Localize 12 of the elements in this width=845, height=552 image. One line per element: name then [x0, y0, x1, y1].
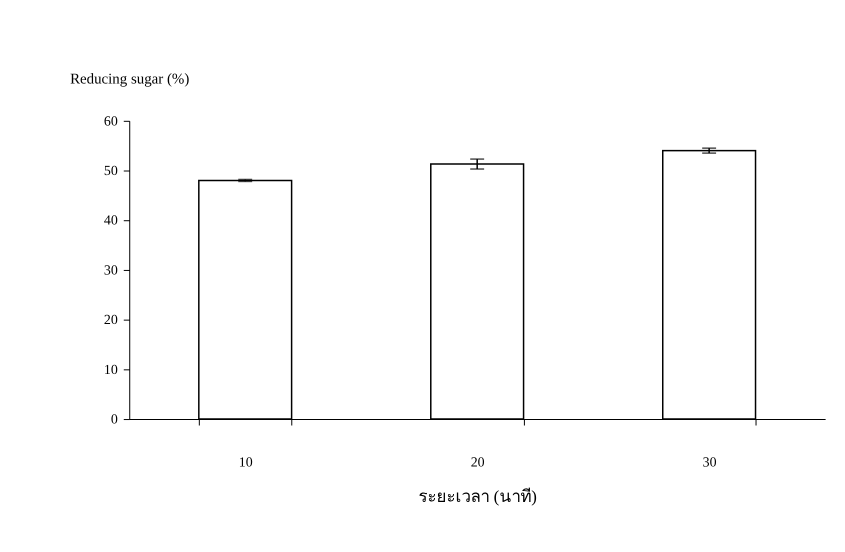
- y-tick-label: 0: [110, 412, 118, 428]
- x-tick-label: 10: [238, 455, 253, 470]
- x-tick-label: 30: [702, 455, 717, 470]
- y-tick-label: 50: [104, 164, 118, 179]
- x-axis-title: ระยะเวลา (นาที): [418, 487, 537, 506]
- y-tick-label: 20: [104, 313, 118, 328]
- y-axis-title: Reducing sugar (%): [70, 72, 190, 88]
- y-tick-label: 30: [104, 263, 118, 278]
- x-tick-label: 20: [470, 455, 485, 470]
- y-tick-label: 10: [104, 362, 118, 378]
- y-tick-label: 60: [104, 114, 118, 130]
- y-tick-label: 40: [104, 214, 118, 229]
